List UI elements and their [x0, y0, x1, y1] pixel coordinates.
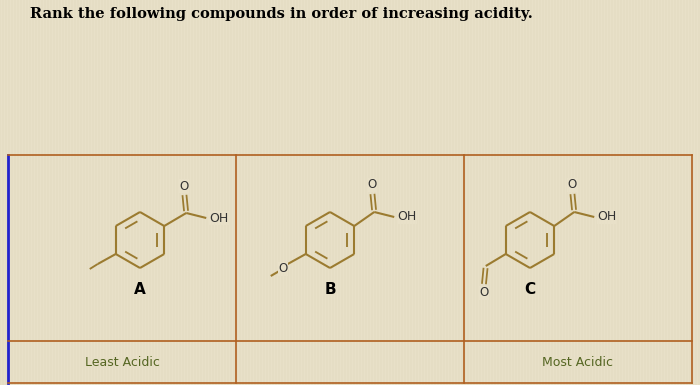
Text: Rank the following compounds in order of increasing acidity.: Rank the following compounds in order of…	[30, 7, 533, 21]
Text: A: A	[134, 283, 146, 298]
Text: O: O	[278, 263, 288, 276]
Text: O: O	[479, 286, 489, 300]
Text: O: O	[568, 179, 577, 191]
Text: O: O	[180, 179, 189, 192]
Text: OH: OH	[398, 211, 417, 224]
Text: OH: OH	[209, 211, 229, 224]
Text: OH: OH	[598, 211, 617, 224]
Text: Least Acidic: Least Acidic	[85, 355, 160, 368]
Text: B: B	[324, 283, 336, 298]
Text: C: C	[524, 283, 536, 298]
Text: Most Acidic: Most Acidic	[542, 355, 613, 368]
Text: O: O	[368, 179, 377, 191]
